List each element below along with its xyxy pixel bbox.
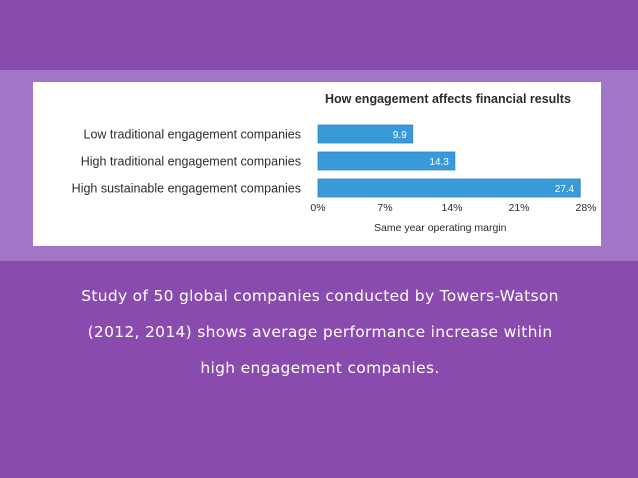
data-label: 14.3 [429,157,449,168]
bar-chart: How engagement affects financial results… [72,92,597,234]
category-labels: Low traditional engagement companies High… [72,128,301,196]
category-label: High traditional engagement companies [81,155,301,169]
x-axis-title: Same year operating margin [374,222,507,234]
data-label: 9.9 [393,130,407,141]
caption-text: Study of 50 global companies conducted b… [81,287,559,377]
x-tick-label: 7% [377,202,392,214]
bar [317,178,581,198]
data-label: 27.4 [555,184,575,195]
bar [317,124,414,144]
x-tick-label: 21% [508,202,529,214]
bar [317,151,456,171]
chart-title: How engagement affects financial results [325,92,571,106]
x-tick-label: 28% [575,202,596,214]
x-axis-ticks: 0% 7% 14% 21% 28% [310,202,596,214]
category-label: Low traditional engagement companies [84,128,302,142]
bars: 9.9 14.3 27.4 [317,124,581,198]
x-tick-label: 0% [310,202,325,214]
chart-card: How engagement affects financial results… [33,82,601,246]
category-label: High sustainable engagement companies [72,182,301,196]
x-tick-label: 14% [441,202,462,214]
